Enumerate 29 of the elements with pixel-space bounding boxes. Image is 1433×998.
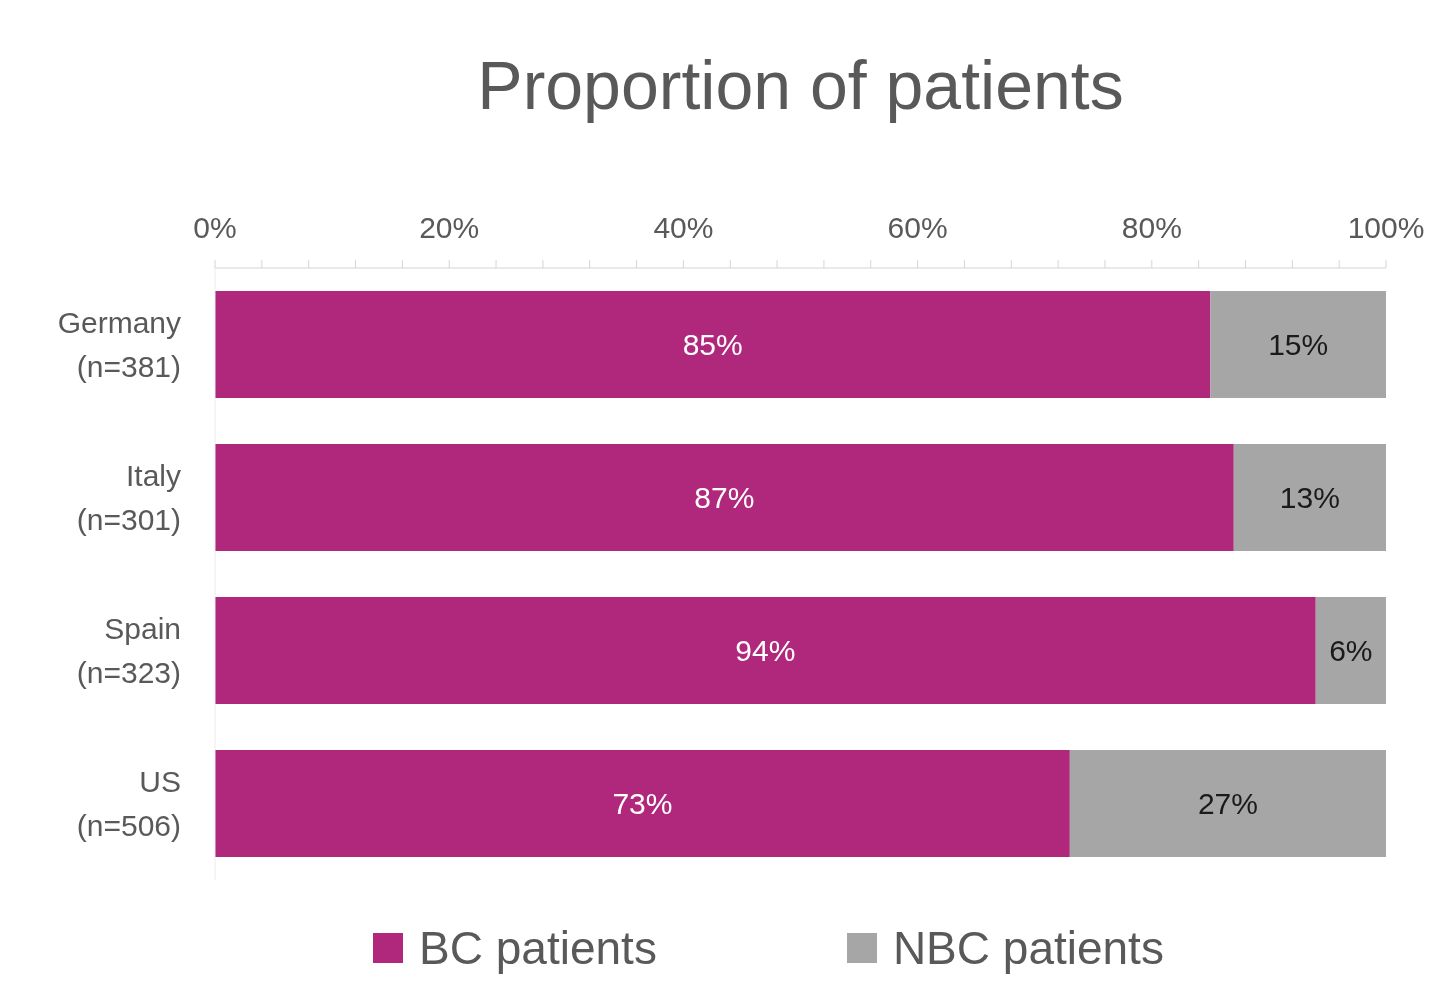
y-tick-label: US (n=506) xyxy=(76,765,181,842)
data-label: 27% xyxy=(1197,787,1258,821)
data-label: 87% xyxy=(694,481,755,515)
x-tick-label: 40% xyxy=(653,211,714,244)
x-tick-label: 0% xyxy=(193,211,237,244)
bar xyxy=(215,596,1316,704)
legend-label: BC patients xyxy=(419,921,657,975)
bar xyxy=(1069,749,1386,857)
data-label: 85% xyxy=(682,328,743,362)
legend-label: NBC patients xyxy=(892,921,1164,975)
x-tick-label: 80% xyxy=(1121,211,1182,244)
data-label: 94% xyxy=(735,634,796,668)
data-label: 73% xyxy=(612,787,673,821)
y-tick-label: Germany (n=381) xyxy=(57,306,181,383)
bar xyxy=(215,443,1234,551)
x-tick-label: 100% xyxy=(1347,211,1425,244)
bar xyxy=(215,749,1070,857)
bar xyxy=(215,290,1211,398)
bar xyxy=(1233,443,1386,551)
bar xyxy=(1315,596,1386,704)
x-tick-label: 60% xyxy=(887,211,948,244)
y-tick-label: Spain (n=323) xyxy=(76,612,181,689)
data-label: 13% xyxy=(1279,481,1340,515)
data-label: 6% xyxy=(1329,634,1373,668)
bar xyxy=(1210,290,1386,398)
chart-title: Proportion of patients xyxy=(476,46,1125,125)
data-label: 15% xyxy=(1268,328,1329,362)
x-tick-label: 20% xyxy=(419,211,480,244)
y-tick-label: Italy (n=301) xyxy=(76,459,181,536)
